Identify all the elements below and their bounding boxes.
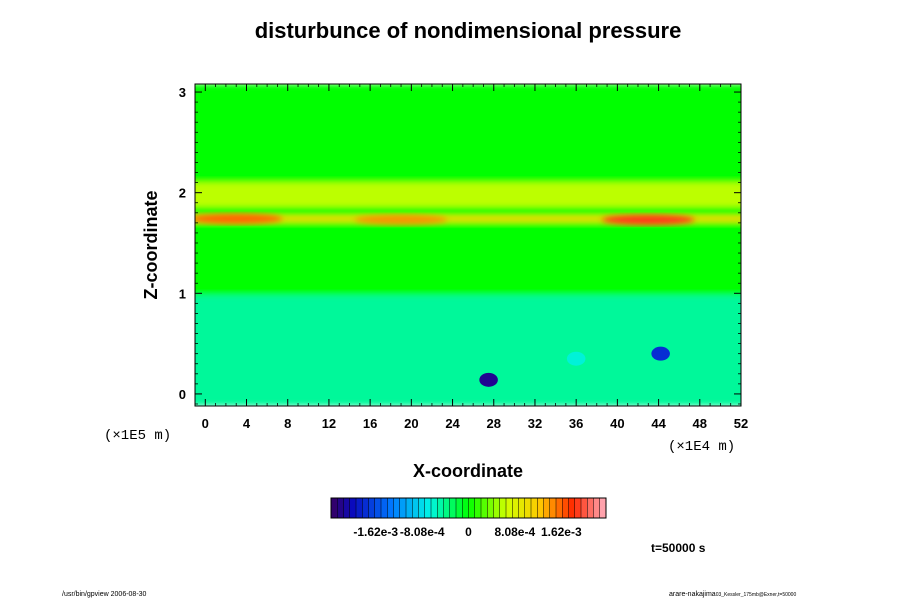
colorbar-cell [531,498,538,518]
field-feature-9 [566,351,586,366]
footer-run-detail: 03_Kessler_175mb@Exner,t=50000 [716,592,797,598]
colorbar-cell [331,498,338,518]
x-tick-label: 20 [404,416,418,431]
colorbar-cell [518,498,526,518]
field-band-3 [195,215,741,222]
heatmap-field [195,84,741,406]
field-feature-8 [651,346,670,361]
colorbar-cell [543,498,551,518]
colorbar-cell [387,498,394,518]
colorbar-cell [399,498,407,518]
colorbar-cell [537,498,544,518]
y-tick-label: 1 [179,286,186,301]
x-tick-label: 4 [243,416,251,431]
x-tick-label: 52 [734,416,748,431]
colorbar-cell [418,498,426,518]
colorbar-tick-label: 0 [465,525,472,539]
footer-run-name: arare-nakajima [669,591,716,598]
colorbar-tick-label: 1.62e-3 [541,525,582,539]
field-feature-4 [195,213,283,224]
colorbar-cell [493,498,501,518]
colorbar-cell [556,498,563,518]
footer-run: arare-nakajima03_Kessler_175mb@Exner,t=5… [669,591,796,598]
field-band-2 [195,182,741,207]
colorbar-cell [431,498,438,518]
x-unit-label: (×1E4 m) [668,439,735,455]
field-feature-7 [479,372,498,387]
colorbar-cell [343,498,351,518]
plot-frame [194,83,742,407]
colorbar [330,497,607,519]
colorbar-cell [487,498,494,518]
y-axis-label: Z-coordinate [141,190,161,299]
colorbar-cell [481,498,488,518]
x-tick-label: 36 [569,416,583,431]
x-tick-label: 16 [363,416,377,431]
colorbar-cell [374,498,382,518]
y-tick-label: 2 [179,186,186,201]
colorbar-ticks: -1.62e-3 -8.08e-4 0 8.08e-4 1.62e-3 [353,525,582,539]
colorbar-cell [468,498,476,518]
x-tick-label: 48 [693,416,707,431]
y-tick-label: 3 [179,85,186,100]
colorbar-cell [349,498,357,518]
colorbar-cell [587,498,594,518]
time-label: t=50000 s [651,541,706,555]
colorbar-cell [393,498,401,518]
colorbar-cell [499,498,507,518]
colorbar-tick-label: -1.62e-3 [353,525,398,539]
x-tick-label: 32 [528,416,542,431]
colorbar-cell [406,498,413,518]
colorbar-cell [356,498,363,518]
x-tick-label: 0 [202,416,209,431]
colorbar-cell [337,498,344,518]
colorbar-cell [512,498,519,518]
x-tick-label: 12 [322,416,336,431]
x-tick-label: 28 [487,416,501,431]
colorbar-cell [506,498,513,518]
field-feature-6 [601,214,695,225]
x-tick-label: 24 [445,416,460,431]
y-tick-label: 0 [179,387,186,402]
colorbar-cell [524,498,532,518]
field-feature-5 [354,214,448,225]
colorbar-cell [593,498,601,518]
colorbar-tick-label: 8.08e-4 [494,525,535,539]
x-tick-label: 40 [610,416,624,431]
colorbar-cell [437,498,444,518]
x-axis: 0 4 8 12 16 20 24 28 32 36 40 44 48 52 [194,84,748,431]
colorbar-cell [599,498,607,518]
colorbar-tick-label: -8.08e-4 [400,525,445,539]
colorbar-cell [443,498,451,518]
colorbar-cell [456,498,463,518]
colorbar-cell [362,498,369,518]
colorbar-cell [424,498,432,518]
colorbar-cell [581,498,588,518]
field-layers [195,84,741,406]
y-axis: 0 1 2 3 [179,85,741,405]
colorbar-cell [574,498,582,518]
colorbar-cell [412,498,419,518]
x-tick-label: 44 [651,416,666,431]
colorbar-cell [449,498,457,518]
y-unit-label: (×1E5 m) [104,428,171,444]
colorbar-cell [549,498,557,518]
colorbar-cell [368,498,376,518]
field-background-1 [195,295,741,406]
x-tick-label: 8 [284,416,291,431]
colorbar-cell [568,498,576,518]
footer-command: /usr/bin/gpview 2006-08-30 [62,591,147,598]
colorbar-cell [474,498,482,518]
colorbar-frame [330,497,607,519]
colorbar-cell [462,498,469,518]
x-axis-label: X-coordinate [413,461,523,481]
colorbar-cell [562,498,569,518]
colorbar-cell [381,498,388,518]
chart-title: disturbunce of nondimensional pressure [255,18,682,43]
